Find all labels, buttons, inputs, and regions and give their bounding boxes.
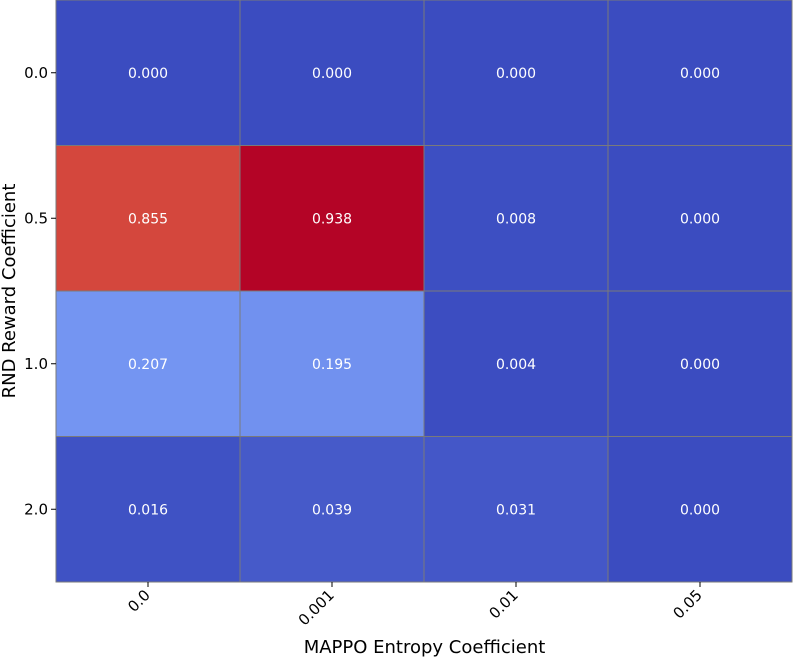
heatmap-cell: [607, 0, 793, 146]
heatmap-cell: [607, 145, 793, 292]
y-tick-label: 1.0: [24, 355, 48, 373]
heatmap-cell-label: 0.207: [128, 357, 168, 373]
heatmap-cell: [55, 436, 241, 583]
heatmap-cell-label: 0.016: [128, 502, 168, 518]
x-tick-label: 0.05: [669, 586, 705, 622]
heatmap-cell-label: 0.008: [496, 211, 536, 227]
x-tick-label: 0.0: [124, 586, 154, 616]
heatmap-cell-label: 0.000: [312, 66, 352, 82]
heatmap-cells: [55, 0, 793, 583]
heatmap-cell-label: 0.031: [496, 502, 536, 518]
y-tick-label: 0.0: [24, 64, 48, 82]
heatmap-cell: [423, 0, 609, 146]
heatmap-cell-label: 0.000: [496, 66, 536, 82]
y-axis-label: RND Reward Coefficient: [0, 184, 20, 399]
heatmap-cell: [423, 436, 609, 583]
heatmap-cell: [239, 290, 425, 437]
y-tick-label: 2.0: [24, 500, 48, 518]
heatmap-cell-label: 0.000: [680, 211, 720, 227]
heatmap-cell-label: 0.938: [312, 211, 352, 227]
heatmap-cell-labels: 0.000 0.000 0.000 0.000 0.855 0.938 0.008 0.000…: [128, 66, 720, 519]
x-axis: 0.0 0.001 0.01 0.05: [124, 582, 706, 629]
heatmap-cell: [239, 0, 425, 146]
heatmap-cell-label: 0.855: [128, 211, 168, 227]
heatmap-cell: [55, 290, 241, 437]
heatmap-cell: [607, 436, 793, 583]
heatmap-cell-label: 0.000: [680, 502, 720, 518]
heatmap-cell: [423, 290, 609, 437]
heatmap-cell: [55, 0, 241, 146]
heatmap-cell: [55, 145, 241, 292]
heatmap-cell: [239, 436, 425, 583]
y-axis: 0.0 0.5 1.0 2.0: [24, 64, 56, 518]
x-tick-label: 0.01: [485, 586, 521, 622]
heatmap-cell-label: 0.000: [680, 66, 720, 82]
x-tick-label: 0.001: [295, 586, 338, 629]
heatmap-cell-label: 0.004: [496, 357, 536, 373]
heatmap-cell-label: 0.000: [128, 66, 168, 82]
y-tick-label: 0.5: [24, 209, 48, 227]
x-axis-label: MAPPO Entropy Coefficient: [304, 637, 546, 658]
heatmap-cell-label: 0.195: [312, 357, 352, 373]
heatmap-cell-label: 0.000: [680, 357, 720, 373]
heatmap-cell: [423, 145, 609, 292]
heatmap-cell-label: 0.039: [312, 502, 352, 518]
